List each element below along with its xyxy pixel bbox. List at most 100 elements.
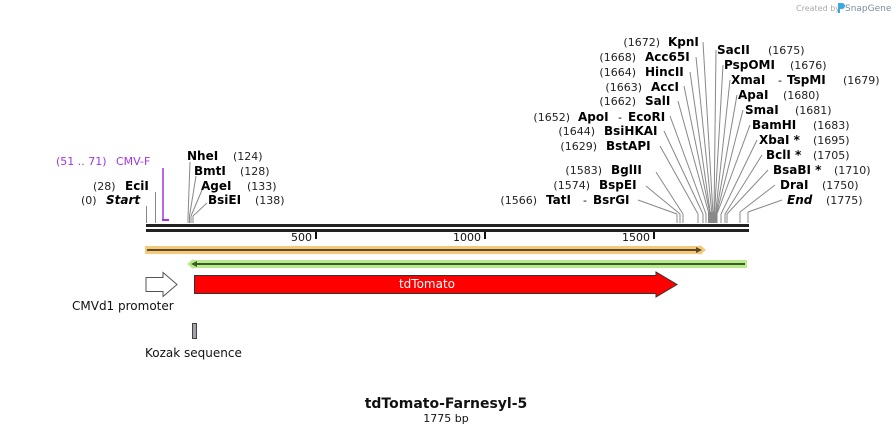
svg-text:(1680): (1680) [783, 89, 820, 102]
site-sacii[interactable]: SacII (1675) [717, 43, 805, 57]
site-apoi-ecori[interactable]: (1652) ApoI - EcoRI [533, 110, 665, 124]
site-bsiei[interactable]: BsiEI (138) [208, 193, 285, 207]
site-kpni[interactable]: (1672) KpnI [623, 35, 698, 49]
svg-text:SacII: SacII [717, 43, 750, 57]
svg-text:AccI: AccI [651, 80, 679, 94]
site-apai[interactable]: ApaI (1680) [738, 88, 820, 102]
svg-text:TspMI: TspMI [787, 73, 826, 87]
svg-text:BglII: BglII [611, 163, 642, 177]
svg-text:Start: Start [106, 193, 141, 207]
svg-text:(1574): (1574) [553, 179, 590, 192]
svg-text:BstAPI: BstAPI [606, 139, 651, 153]
svg-text:(133): (133) [247, 180, 277, 193]
svg-text:ApoI: ApoI [578, 110, 609, 124]
snapgene-credit: Created by SnapGene [796, 3, 892, 14]
site-bspei[interactable]: (1574) BspEI [553, 178, 636, 192]
sequence-backbone[interactable] [146, 224, 749, 232]
site-bsihkai[interactable]: (1644) BsiHKAI [558, 124, 657, 138]
feature-kozak[interactable]: Kozak sequence [145, 323, 242, 361]
svg-text:(1583): (1583) [565, 164, 602, 177]
svg-text:BsaBI *: BsaBI * [773, 163, 822, 177]
site-start[interactable]: (0) Start [81, 193, 141, 207]
svg-text:(1644): (1644) [558, 125, 595, 138]
svg-text:(1662): (1662) [599, 95, 636, 108]
site-xbai[interactable]: XbaI * (1695) [759, 133, 850, 147]
svg-text:DraI: DraI [780, 178, 808, 192]
site-drai[interactable]: DraI (1750) [780, 178, 859, 192]
svg-text:(1710): (1710) [834, 164, 871, 177]
svg-text:-: - [583, 194, 587, 207]
primer-range: (51 .. 71) [56, 155, 107, 168]
site-tati-bsrgi[interactable]: (1566) TatI - BsrGI [500, 193, 629, 207]
site-labels-left: (0) Start (28) EciI NheI (124) BmtI (128… [81, 149, 285, 207]
tdtomato-label: tdTomato [399, 277, 455, 291]
site-bstapi[interactable]: (1629) BstAPI [560, 139, 650, 153]
svg-text:Acc65I: Acc65I [645, 50, 690, 64]
feature-tdtomato[interactable]: tdTomato [194, 271, 678, 298]
site-xmai-tspmi[interactable]: XmaI - TspMI (1679) [731, 73, 880, 87]
site-bmti[interactable]: BmtI (128) [194, 164, 270, 178]
site-bsabi[interactable]: BsaBI * (1710) [773, 163, 871, 177]
svg-text:SalI: SalI [645, 94, 670, 108]
svg-text:(0): (0) [81, 194, 97, 207]
promoter-label: CMVd1 promoter [72, 299, 174, 313]
svg-text:BsiHKAI: BsiHKAI [604, 124, 658, 138]
svg-text:AgeI: AgeI [201, 179, 231, 193]
svg-text:(1652): (1652) [533, 111, 570, 124]
site-bamhi[interactable]: BamHI (1683) [752, 118, 850, 132]
svg-text:-: - [618, 111, 622, 124]
svg-text:(1705): (1705) [813, 149, 850, 162]
svg-text:(1679): (1679) [843, 74, 880, 87]
orf-reverse[interactable] [187, 259, 747, 269]
site-leader-lines [146, 41, 783, 223]
site-end[interactable]: End (1775) [787, 193, 863, 207]
site-ecii[interactable]: (28) EciI [93, 179, 149, 193]
site-acci[interactable]: (1663) AccI [605, 80, 679, 94]
svg-text:(1775): (1775) [826, 194, 863, 207]
svg-text:(1664): (1664) [599, 66, 636, 79]
tick-1500: 1500 [622, 231, 650, 244]
feature-cmvd1-promoter[interactable]: CMVd1 promoter [72, 271, 178, 314]
svg-text:EciI: EciI [125, 179, 149, 193]
svg-text:BclI *: BclI * [766, 148, 802, 162]
site-hincii[interactable]: (1664) HincII [599, 65, 683, 79]
orf-forward[interactable] [145, 245, 706, 255]
kozak-label: Kozak sequence [145, 346, 242, 360]
svg-text:TatI: TatI [546, 193, 571, 207]
svg-text:BmtI: BmtI [194, 164, 226, 178]
svg-text:KpnI: KpnI [668, 35, 699, 49]
svg-text:XmaI: XmaI [731, 73, 765, 87]
primer-cmv-f[interactable]: (51 .. 71) CMV-F [56, 155, 169, 221]
svg-text:(1676): (1676) [790, 59, 827, 72]
credit-brand: SnapGene [845, 4, 892, 14]
site-agei[interactable]: AgeI (133) [201, 179, 277, 193]
svg-text:XbaI *: XbaI * [759, 133, 801, 147]
svg-text:PspOMI: PspOMI [724, 58, 775, 72]
arrow-right-icon [696, 247, 702, 253]
site-nhei[interactable]: NheI (124) [187, 149, 263, 163]
svg-text:(1629): (1629) [560, 140, 597, 153]
site-labels-right: SacII (1675) PspOMI (1676) XmaI - TspMI … [717, 43, 880, 207]
credit-prefix: Created by [796, 4, 840, 13]
site-acc65i[interactable]: (1668) Acc65I [599, 50, 689, 64]
svg-text:(1750): (1750) [822, 179, 859, 192]
svg-text:BspEI: BspEI [599, 178, 637, 192]
svg-text:NheI: NheI [187, 149, 218, 163]
svg-text:(128): (128) [240, 165, 270, 178]
site-smai[interactable]: SmaI (1681) [745, 103, 832, 117]
svg-text:BsrGI: BsrGI [593, 193, 630, 207]
svg-text:(1681): (1681) [795, 104, 832, 117]
svg-text:(1695): (1695) [813, 134, 850, 147]
site-sali[interactable]: (1662) SalI [599, 94, 670, 108]
snapgene-logo-icon [838, 3, 845, 13]
svg-text:HincII: HincII [645, 65, 684, 79]
svg-text:(1566): (1566) [500, 194, 537, 207]
svg-text:(138): (138) [255, 194, 285, 207]
site-pspomi[interactable]: PspOMI (1676) [724, 58, 827, 72]
tick-1000: 1000 [453, 231, 481, 244]
svg-text:-: - [778, 74, 782, 87]
svg-text:End: End [787, 193, 813, 207]
site-bcli[interactable]: BclI * (1705) [766, 148, 850, 162]
site-bglii[interactable]: (1583) BglII [565, 163, 641, 177]
